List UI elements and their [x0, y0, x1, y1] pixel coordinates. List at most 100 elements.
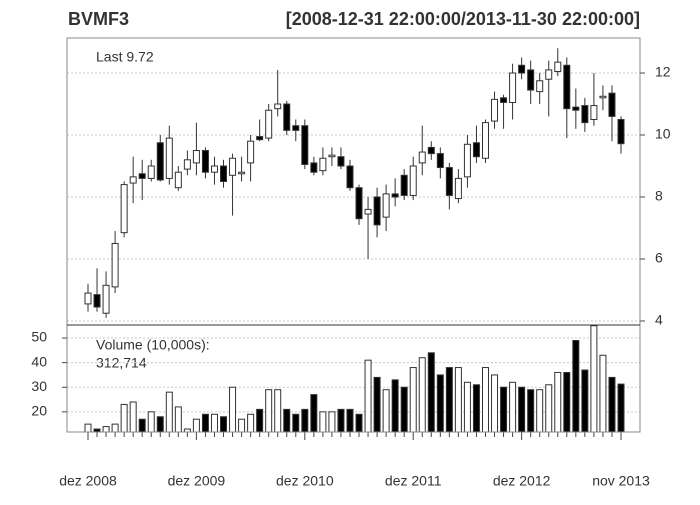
- volume-bar: [364, 359, 372, 433]
- chart-title: BVMF3: [68, 9, 129, 29]
- volume-bar: [238, 418, 246, 433]
- candle-body: [165, 137, 173, 179]
- volume-bar: [201, 413, 209, 433]
- y-tick-label: 6: [655, 250, 663, 266]
- y-tick-label: 20: [31, 403, 47, 419]
- x-tick-label: nov 2013: [592, 473, 650, 489]
- candle-body: [617, 119, 625, 145]
- volume-bar: [500, 386, 508, 433]
- volume-bar: [265, 389, 273, 433]
- chart-subtitle: [2008-12-31 22:00:00/2013-11-30 22:00:00…: [286, 9, 640, 29]
- volume-bar: [328, 411, 336, 433]
- volume-bar: [84, 423, 92, 433]
- candle-body: [599, 95, 607, 99]
- volume-bar: [400, 386, 408, 433]
- volume-bar: [192, 418, 200, 433]
- y-tick-label: 12: [655, 64, 671, 80]
- candle-body: [328, 154, 336, 158]
- volume-bar: [283, 408, 291, 433]
- candle-body: [220, 165, 228, 182]
- volume-bar: [319, 411, 327, 433]
- candle-body: [545, 69, 553, 80]
- volume-bar: [220, 416, 228, 433]
- y-tick-label: 30: [31, 378, 47, 394]
- volume-bar: [210, 413, 218, 433]
- candle-body: [156, 142, 164, 181]
- candle-body: [608, 92, 616, 117]
- volume-bar: [617, 383, 625, 433]
- candle-body: [581, 105, 589, 124]
- x-tick-label: dez 2010: [276, 473, 334, 489]
- candle-body: [554, 61, 562, 72]
- volume-bar: [247, 413, 255, 433]
- volume-bar: [409, 367, 417, 433]
- candle-body: [283, 103, 291, 131]
- candle-body: [274, 103, 282, 110]
- volume-bar: [518, 386, 526, 433]
- volume-bar: [337, 408, 345, 433]
- candle-body: [319, 157, 327, 172]
- candle-body: [509, 72, 517, 103]
- volume-bar: [391, 379, 399, 433]
- volume-bar: [463, 381, 471, 433]
- volume-bar: [536, 389, 544, 433]
- candle-body: [382, 193, 390, 218]
- volume-bar: [102, 426, 110, 433]
- candle-body: [572, 106, 580, 111]
- volume-bar: [608, 376, 616, 433]
- candle-body: [229, 157, 237, 176]
- volume-bar: [527, 389, 535, 433]
- volume-title: Volume (10,000s):: [96, 337, 210, 353]
- candle-body: [256, 136, 264, 141]
- candle-body: [174, 171, 182, 189]
- volume-bar: [554, 371, 562, 433]
- price-panel: [66, 37, 641, 326]
- candle-body: [536, 80, 544, 93]
- volume-bar: [174, 406, 182, 433]
- candle-body: [138, 173, 146, 179]
- volume-bar: [599, 354, 607, 433]
- candle-body: [346, 165, 354, 189]
- volume-bar: [491, 374, 499, 433]
- candle-body: [400, 174, 408, 196]
- y-tick-label: 40: [31, 353, 47, 369]
- candle-body: [590, 105, 598, 121]
- candle-body: [192, 150, 200, 164]
- candle-body: [454, 177, 462, 200]
- candle-body: [183, 159, 191, 170]
- candle-body: [427, 146, 435, 155]
- volume-bar: [581, 369, 589, 433]
- candle-body: [84, 292, 92, 305]
- candle-body: [373, 196, 381, 226]
- candle-body: [238, 171, 246, 175]
- y-tick-label: 8: [655, 188, 663, 204]
- x-tick-label: dez 2011: [385, 473, 442, 489]
- candle-body: [518, 64, 526, 74]
- candle-body: [247, 140, 255, 164]
- x-tick-label: dez 2008: [59, 473, 117, 489]
- x-tick-label: dez 2009: [168, 473, 226, 489]
- volume-bar: [256, 408, 264, 433]
- candle-body: [481, 122, 489, 159]
- volume-bar: [165, 391, 173, 433]
- candle-body: [418, 151, 426, 164]
- candle-body: [210, 165, 218, 173]
- volume-bar: [111, 423, 119, 433]
- volume-bar: [274, 389, 282, 433]
- candle-body: [472, 142, 480, 158]
- volume-bar: [147, 411, 155, 433]
- volume-bar: [346, 408, 354, 433]
- candle-body: [436, 153, 444, 169]
- volume-bar: [129, 401, 137, 433]
- candle-body: [93, 294, 101, 308]
- volume-bar: [454, 367, 462, 433]
- candle-body: [201, 150, 209, 173]
- x-tick-label: dez 2012: [493, 473, 551, 489]
- candle-body: [111, 242, 119, 288]
- candle-body: [337, 156, 345, 167]
- candle-body: [445, 167, 453, 196]
- volume-bar: [472, 384, 480, 433]
- candle-body: [292, 125, 300, 131]
- volume-bar: [563, 371, 571, 433]
